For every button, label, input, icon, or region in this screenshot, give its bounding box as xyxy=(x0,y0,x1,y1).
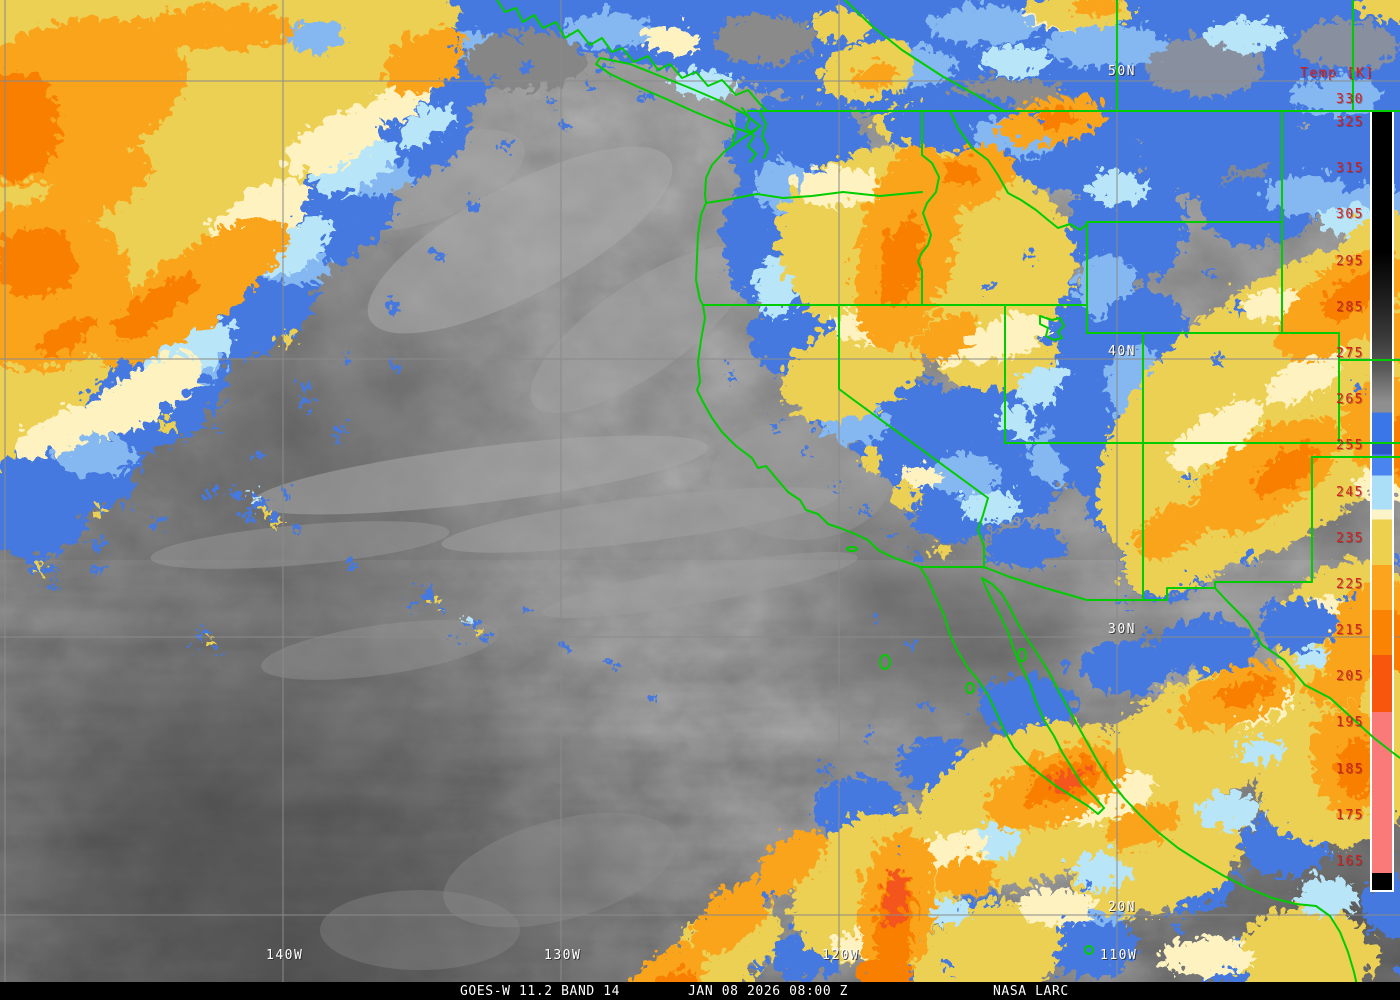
temperature-colorbar xyxy=(1370,110,1394,892)
island-channel xyxy=(846,546,858,552)
temp-scale-tick-label: 175 xyxy=(1336,808,1364,823)
cloud-patch-greatbasin xyxy=(855,360,1115,562)
island-tiburon xyxy=(1017,648,1027,662)
border-nm-tx xyxy=(1214,456,1313,589)
latlon-label: 140W xyxy=(266,948,304,963)
latlon-label: 120W xyxy=(822,948,860,963)
island-guadalupe xyxy=(879,654,891,670)
island-cedros xyxy=(965,682,975,694)
caption-bar: GOES-W 11.2 BAND 14 JAN 08 2026 08:00 Z … xyxy=(0,982,1400,1000)
coast-puget-sound3 xyxy=(729,119,737,145)
temp-scale-tick-label: 330 xyxy=(1336,92,1364,107)
temp-scale-tick-label: 265 xyxy=(1336,392,1364,407)
latlon-label: 40N xyxy=(1108,344,1136,359)
caption-credit: NASA LARC xyxy=(993,984,1069,999)
temp-scale-tick-label: 255 xyxy=(1336,438,1364,453)
latlon-label: 50N xyxy=(1108,64,1136,79)
cloud-system-northwest xyxy=(0,0,535,550)
caption-product: GOES-W 11.2 BAND 14 xyxy=(460,984,621,999)
temp-scale-tick-label: 325 xyxy=(1336,115,1364,130)
border-id-mt xyxy=(949,110,1088,231)
temp-scale-tick-label: 185 xyxy=(1336,762,1364,777)
latlon-label: 110W xyxy=(1100,948,1138,963)
coast-baja-west xyxy=(919,566,1105,815)
temp-scale-tick-label: 195 xyxy=(1336,715,1364,730)
temp-scale-title: Temp [K] xyxy=(1300,66,1375,81)
temp-scale-tick-label: 305 xyxy=(1336,207,1364,222)
coast-west xyxy=(695,129,921,568)
temp-scale-tick-label: 285 xyxy=(1336,300,1364,315)
temp-scale-tick-label: 225 xyxy=(1336,577,1364,592)
temp-scale-tick-label: 275 xyxy=(1336,346,1364,361)
caption-datetime: JAN 08 2026 08:00 Z xyxy=(688,984,849,999)
map-boundaries xyxy=(496,0,1400,1000)
temp-scale-tick-label: 295 xyxy=(1336,254,1364,269)
border-wa-or xyxy=(705,191,923,204)
border-bc-ab xyxy=(844,0,1005,112)
border-us-mexico xyxy=(919,566,1216,601)
latlon-label: 20N xyxy=(1108,900,1136,915)
coast-puget-sound2 xyxy=(759,111,769,159)
latlon-label: 130W xyxy=(544,948,582,963)
temp-scale-tick-label: 165 xyxy=(1336,854,1364,869)
temp-scale-tick-label: 205 xyxy=(1336,669,1364,684)
island-socorro xyxy=(1084,945,1094,955)
temp-scale-tick-label: 245 xyxy=(1336,485,1364,500)
latlon-label: 30N xyxy=(1108,622,1136,637)
lake-great-salt xyxy=(1039,315,1065,341)
border-wa-id-snake xyxy=(917,110,940,306)
temp-scale-tick-label: 235 xyxy=(1336,531,1364,546)
border-rio-grande xyxy=(1214,587,1400,759)
border-ca-nv xyxy=(838,304,989,569)
coast-puget-sound xyxy=(741,107,757,163)
coast-baja-east xyxy=(981,577,1105,809)
temp-scale-tick-label: 215 xyxy=(1336,623,1364,638)
coast-mexico-mainland xyxy=(981,577,1361,1000)
coast-bc-fjords xyxy=(496,0,767,111)
temp-scale-tick-label: 315 xyxy=(1336,161,1364,176)
